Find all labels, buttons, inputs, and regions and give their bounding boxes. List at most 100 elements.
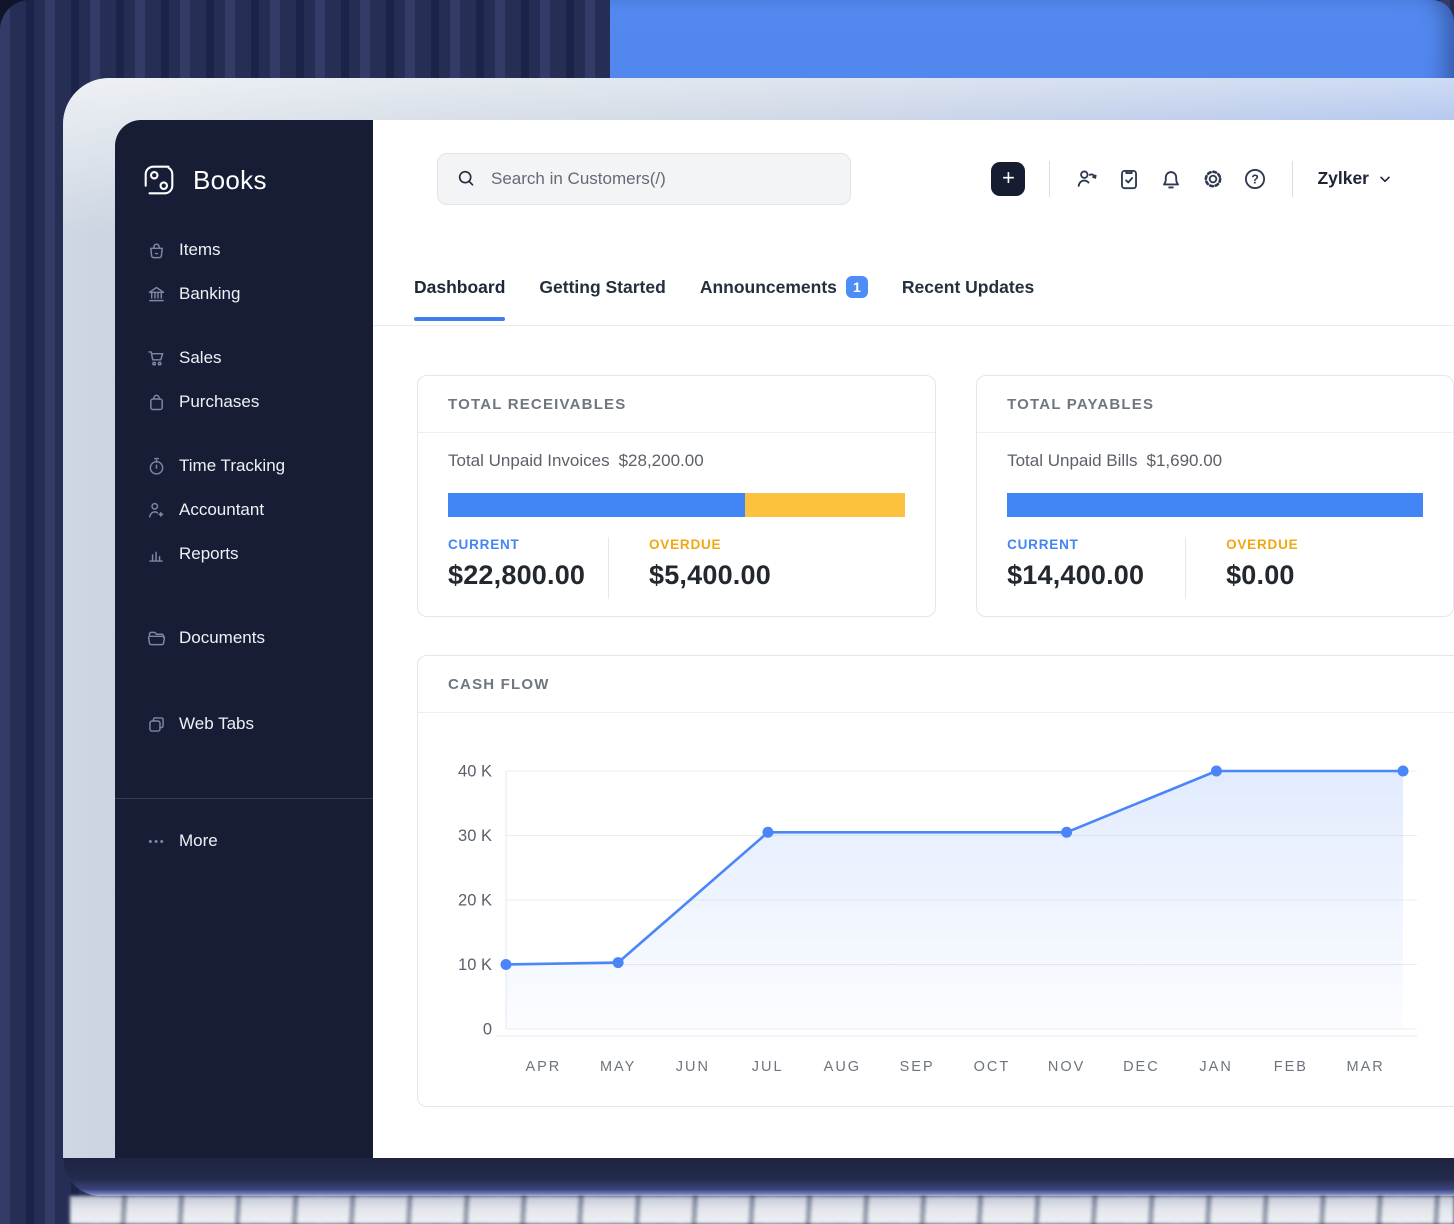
- sidebar-item-more[interactable]: More: [115, 819, 373, 863]
- tab-announcements[interactable]: Announcements 1: [700, 276, 868, 325]
- chevron-down-icon: [1380, 176, 1390, 182]
- tab-dashboard[interactable]: Dashboard: [414, 277, 506, 325]
- stopwatch-icon: [146, 456, 167, 477]
- sidebar-item-label: Banking: [179, 284, 241, 303]
- topbar: + ? Zylker: [373, 120, 1454, 237]
- svg-text:AUG: AUG: [824, 1059, 861, 1075]
- app-window: Books Items Banking Sales: [115, 120, 1454, 1158]
- tab-label: Getting Started: [539, 277, 666, 297]
- unpaid-invoices-amount: $28,200.00: [618, 451, 704, 470]
- unpaid-invoices-summary: Total Unpaid Invoices $28,200.00: [448, 451, 905, 471]
- cash-flow-chart: 0 10 K 20 K 30 K 40 K APR MAY JUN JUL AUG SEP OCT NO…: [418, 713, 1454, 1096]
- bank-icon: [146, 284, 167, 305]
- plus-icon: +: [1002, 164, 1015, 190]
- referrals-icon[interactable]: [1074, 166, 1100, 192]
- current-label: CURRENT: [1007, 537, 1079, 552]
- sidebar-item-sales[interactable]: Sales: [115, 336, 373, 380]
- topbar-divider: [1292, 160, 1294, 197]
- current-amount: $14,400.00: [1007, 560, 1145, 590]
- person-star-icon: [146, 500, 167, 521]
- cash-flow-svg: 0 10 K 20 K 30 K 40 K APR MAY JUN JUL AUG SEP OCT NO…: [458, 763, 1417, 1075]
- sidebar-item-reports[interactable]: Reports: [115, 532, 373, 576]
- svg-text:NOV: NOV: [1048, 1059, 1085, 1075]
- receivables-current-stat: CURRENT $22,800.00: [448, 537, 608, 591]
- sidebar-item-label: Web Tabs: [179, 714, 254, 733]
- current-amount: $22,800.00: [448, 560, 586, 590]
- card-header: TOTAL RECEIVABLES: [418, 376, 936, 433]
- sidebar-item-items[interactable]: Items: [115, 228, 373, 272]
- sidebar-item-documents[interactable]: Documents: [115, 616, 373, 660]
- bag-icon: [146, 240, 167, 261]
- search-icon: [458, 170, 474, 186]
- ellipsis-icon: [146, 831, 167, 852]
- svg-text:DEC: DEC: [1123, 1059, 1160, 1075]
- org-switcher[interactable]: Zylker: [1317, 168, 1393, 189]
- layers-icon: [146, 714, 167, 735]
- overdue-amount: $5,400.00: [649, 560, 771, 590]
- sidebar-item-label: Accountant: [179, 500, 265, 519]
- tab-recent-updates[interactable]: Recent Updates: [902, 277, 1034, 325]
- svg-text:10 K: 10 K: [458, 956, 492, 974]
- unpaid-invoices-label: Total Unpaid Invoices: [448, 451, 610, 470]
- payables-bar-current: [1007, 493, 1423, 517]
- svg-text:?: ?: [1252, 172, 1260, 186]
- sidebar-item-accountant[interactable]: Accountant: [115, 488, 373, 532]
- sidebar-item-time-tracking[interactable]: Time Tracking: [115, 444, 373, 488]
- tab-getting-started[interactable]: Getting Started: [539, 277, 665, 325]
- card-header: CASH FLOW: [418, 656, 1454, 713]
- svg-text:20 K: 20 K: [458, 892, 492, 910]
- sidebar-item-banking[interactable]: Banking: [115, 272, 373, 316]
- help-icon[interactable]: ?: [1242, 166, 1268, 192]
- unpaid-bills-summary: Total Unpaid Bills $1,690.00: [1007, 451, 1423, 471]
- search-input[interactable]: [489, 167, 834, 190]
- stat-divider: [608, 537, 609, 599]
- svg-text:SEP: SEP: [900, 1059, 935, 1075]
- settings-icon[interactable]: [1200, 166, 1226, 192]
- app-logo-text: Books: [193, 164, 267, 195]
- svg-text:MAY: MAY: [600, 1059, 636, 1075]
- sidebar-item-label: Reports: [179, 544, 239, 563]
- laptop-keyboard: [70, 1196, 1454, 1224]
- sidebar: Books Items Banking Sales: [115, 120, 373, 1158]
- announcements-badge: 1: [845, 276, 868, 298]
- overdue-label: OVERDUE: [649, 537, 722, 552]
- total-receivables-card: TOTAL RECEIVABLES Total Unpaid Invoices …: [417, 375, 937, 617]
- svg-text:OCT: OCT: [974, 1059, 1011, 1075]
- tab-label: Recent Updates: [901, 277, 1035, 297]
- tasks-icon[interactable]: [1116, 166, 1142, 192]
- receivables-bar: [448, 493, 906, 517]
- unpaid-bills-label: Total Unpaid Bills: [1007, 451, 1138, 470]
- overdue-label: OVERDUE: [1226, 537, 1299, 552]
- overdue-amount: $0.00: [1226, 560, 1295, 590]
- svg-text:40 K: 40 K: [458, 763, 492, 781]
- receivables-overdue-stat: OVERDUE $5,400.00: [649, 537, 809, 591]
- sidebar-item-web-tabs[interactable]: Web Tabs: [115, 702, 373, 746]
- svg-text:JUL: JUL: [752, 1059, 784, 1075]
- current-label: CURRENT: [448, 537, 520, 552]
- quick-create-button[interactable]: +: [991, 161, 1026, 196]
- tab-label: Dashboard: [414, 277, 506, 297]
- shopping-bag-icon: [146, 392, 167, 413]
- tab-label: Announcements: [699, 276, 837, 297]
- topbar-actions: + ? Zylker: [991, 160, 1393, 197]
- payables-bar: [1007, 493, 1423, 517]
- folder-icon: [146, 628, 167, 649]
- payables-current-stat: CURRENT $14,400.00: [1007, 537, 1185, 591]
- sidebar-item-purchases[interactable]: Purchases: [115, 380, 373, 424]
- card-title: CASH FLOW: [448, 675, 550, 693]
- app-logo[interactable]: Books: [115, 120, 373, 200]
- sidebar-item-label: Items: [179, 240, 221, 259]
- unpaid-bills-amount: $1,690.00: [1146, 451, 1223, 470]
- svg-text:MAR: MAR: [1347, 1059, 1385, 1075]
- svg-text:0: 0: [483, 1021, 492, 1039]
- card-title: TOTAL PAYABLES: [1007, 395, 1155, 413]
- main-area: + ? Zylker: [373, 120, 1454, 1158]
- tabbar: Dashboard Getting Started Announcements …: [373, 237, 1454, 326]
- laptop-bezel-bottom: [63, 1158, 1454, 1196]
- cart-icon: [146, 348, 167, 369]
- sidebar-item-label: Purchases: [179, 392, 260, 411]
- receivables-bar-overdue: [745, 493, 906, 517]
- svg-text:APR: APR: [525, 1059, 561, 1075]
- search-box[interactable]: [437, 152, 851, 205]
- notifications-icon[interactable]: [1158, 166, 1184, 192]
